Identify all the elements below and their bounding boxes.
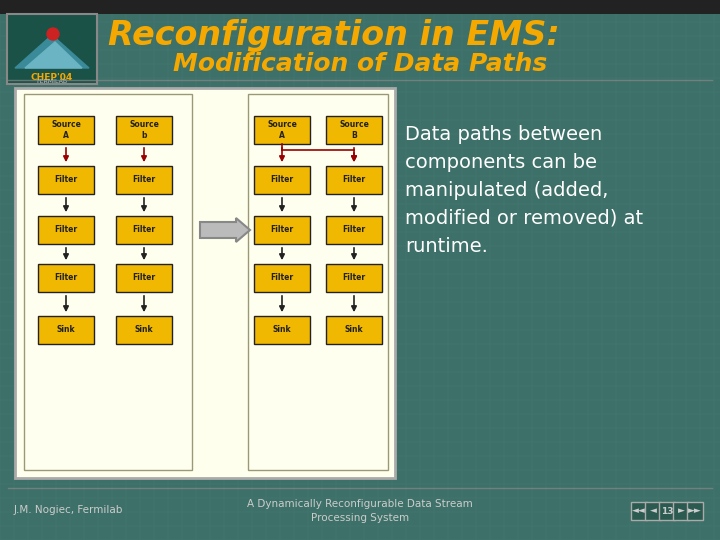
FancyBboxPatch shape [116,116,172,144]
Text: ◄: ◄ [649,507,657,516]
Text: Source
A: Source A [51,120,81,140]
Text: Data paths between
components can be
manipulated (added,
modified or removed) at: Data paths between components can be man… [405,125,643,256]
Text: Processing System: Processing System [311,513,409,523]
Circle shape [47,28,59,40]
Text: ◄◄: ◄◄ [632,507,646,516]
Text: Filter: Filter [271,273,294,282]
Text: Sink: Sink [345,326,364,334]
FancyBboxPatch shape [326,166,382,194]
Text: Sink: Sink [135,326,153,334]
FancyBboxPatch shape [659,502,675,520]
FancyBboxPatch shape [38,316,94,344]
Text: Filter: Filter [55,273,78,282]
FancyBboxPatch shape [15,88,395,478]
FancyBboxPatch shape [0,0,720,14]
Text: CHEP'04: CHEP'04 [31,72,73,82]
FancyBboxPatch shape [38,264,94,292]
FancyBboxPatch shape [116,166,172,194]
FancyBboxPatch shape [254,264,310,292]
Text: Filter: Filter [343,176,366,185]
FancyBboxPatch shape [254,316,310,344]
FancyBboxPatch shape [326,316,382,344]
Text: Sink: Sink [57,326,76,334]
FancyBboxPatch shape [645,502,661,520]
Text: Filter: Filter [132,273,156,282]
Text: Filter: Filter [271,226,294,234]
Text: Filter: Filter [55,226,78,234]
Text: 13: 13 [661,507,673,516]
FancyBboxPatch shape [673,502,689,520]
FancyBboxPatch shape [254,116,310,144]
FancyBboxPatch shape [7,14,97,84]
FancyBboxPatch shape [116,216,172,244]
Text: Filter: Filter [132,176,156,185]
Text: ►: ► [678,507,685,516]
Text: Source
A: Source A [267,120,297,140]
Text: Filter: Filter [343,273,366,282]
Text: Filter: Filter [132,226,156,234]
FancyBboxPatch shape [326,116,382,144]
Polygon shape [15,35,89,68]
FancyBboxPatch shape [687,502,703,520]
Text: J.M. Nogiec, Fermilab: J.M. Nogiec, Fermilab [14,505,123,515]
FancyBboxPatch shape [116,264,172,292]
Text: Filter: Filter [55,176,78,185]
FancyBboxPatch shape [326,264,382,292]
Text: A Dynamically Reconfigurable Data Stream: A Dynamically Reconfigurable Data Stream [247,499,473,509]
FancyBboxPatch shape [631,502,647,520]
Polygon shape [25,42,82,68]
Text: Modification of Data Paths: Modification of Data Paths [173,52,547,76]
Text: Sink: Sink [273,326,292,334]
Text: Filter: Filter [271,176,294,185]
Text: ►►: ►► [688,507,702,516]
FancyBboxPatch shape [38,116,94,144]
Text: Source
b: Source b [129,120,159,140]
FancyBboxPatch shape [254,166,310,194]
FancyBboxPatch shape [38,166,94,194]
FancyBboxPatch shape [38,216,94,244]
FancyBboxPatch shape [116,316,172,344]
Text: Filter: Filter [343,226,366,234]
FancyBboxPatch shape [248,94,388,470]
FancyBboxPatch shape [24,94,192,470]
Text: Reconfiguration in EMS:: Reconfiguration in EMS: [108,18,559,51]
FancyBboxPatch shape [326,216,382,244]
FancyBboxPatch shape [254,216,310,244]
FancyArrow shape [200,218,250,242]
Text: FERMILAB: FERMILAB [37,79,68,84]
Text: Source
B: Source B [339,120,369,140]
